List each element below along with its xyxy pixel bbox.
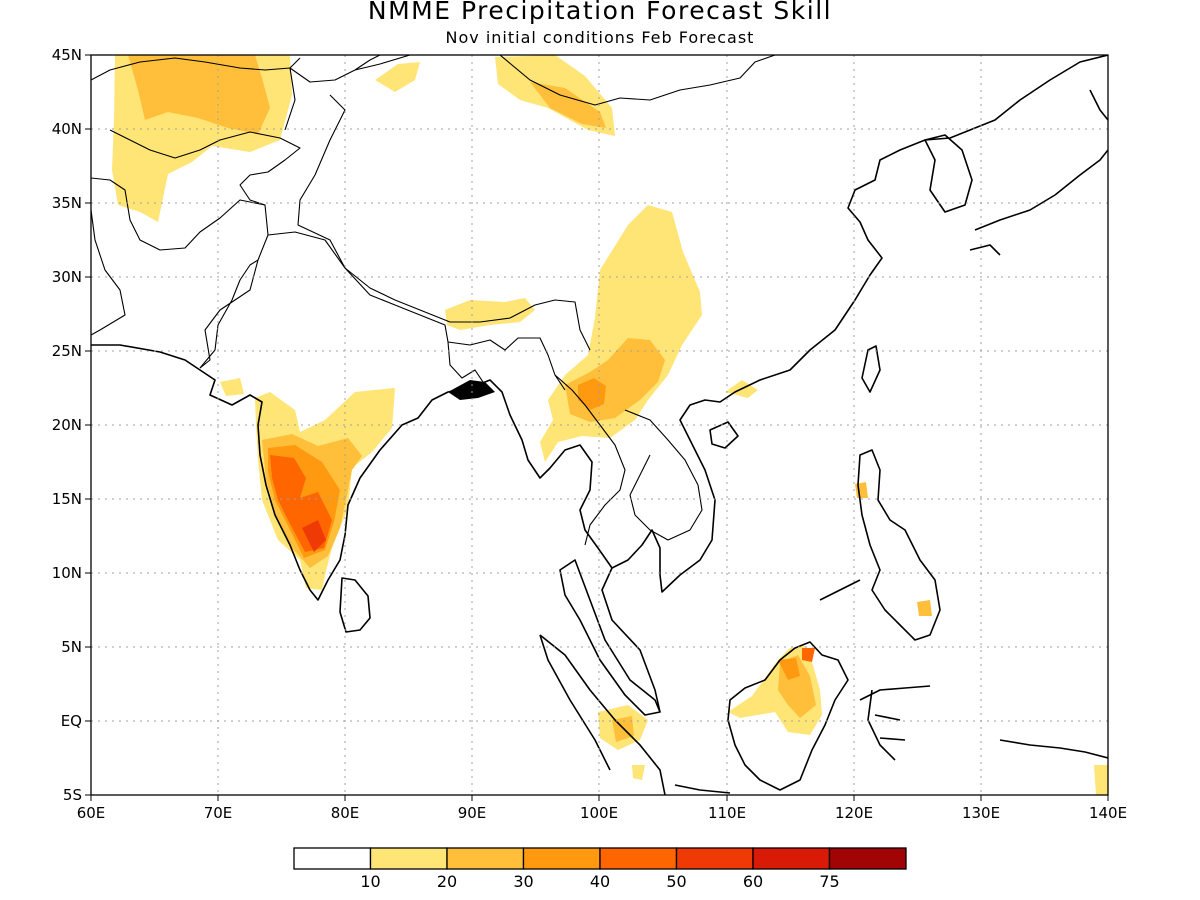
border-kazakhstan	[91, 57, 356, 131]
lon-labels: 60E 70E 80E 90E 100E 110E 120E 130E 140E	[77, 804, 1127, 822]
border-mongolia	[354, 55, 776, 106]
coastline-korea	[924, 134, 973, 213]
coastline-borneo	[727, 641, 849, 791]
colorbar-label: 10	[360, 872, 380, 891]
lon-label: 140E	[1089, 804, 1127, 822]
skill-area-gujarat	[220, 378, 244, 396]
colorbar-swatch	[293, 847, 372, 870]
border-china-west	[289, 55, 591, 351]
colorbar-swatch	[828, 847, 907, 870]
lat-label: 5N	[61, 638, 82, 656]
skill-area-java	[632, 765, 645, 780]
coastline-hainan	[709, 421, 739, 449]
lat-label: 25N	[52, 342, 82, 360]
border-myanmar-thai	[554, 374, 626, 546]
lat-label: 30N	[52, 268, 82, 286]
coastline-sulawesi	[859, 685, 931, 761]
coastline-sri-lanka	[339, 577, 371, 633]
map-title: NMME Precipitation Forecast Skill	[367, 0, 833, 25]
lon-label: 100E	[580, 804, 618, 822]
skill-area-borneo-peak	[802, 648, 815, 662]
lon-label: 70E	[204, 804, 233, 822]
colorbar-label: 75	[819, 872, 839, 891]
coastline-philippines	[819, 449, 941, 641]
coastline-sumatra	[539, 634, 666, 795]
lon-label: 110E	[708, 804, 746, 822]
coastline-new-guinea	[999, 739, 1108, 759]
coastline-japan	[969, 89, 1108, 256]
bangladesh-delta	[448, 380, 495, 400]
colorbar-swatch	[675, 847, 754, 870]
lon-label: 60E	[77, 804, 106, 822]
lon-label: 130E	[962, 804, 1000, 822]
coastline-south-asia	[91, 344, 661, 713]
lat-label: 15N	[52, 490, 82, 508]
lat-label: 35N	[52, 194, 82, 212]
tick-marks	[85, 54, 1109, 801]
colorbar-swatch	[522, 847, 601, 870]
colorbar-label: 60	[743, 872, 763, 891]
lat-label: 5S	[63, 786, 82, 804]
skill-shading	[112, 55, 1108, 795]
lon-label: 120E	[835, 804, 873, 822]
skill-area-central-asia-mid	[128, 55, 270, 134]
colorbar: 10 20 30 40 50 60 75	[293, 847, 907, 891]
border-laos-vietnam	[624, 409, 703, 541]
colorbar-label: 20	[437, 872, 457, 891]
skill-area-yunnan	[540, 205, 702, 462]
border-central-asia	[109, 129, 301, 206]
lat-label: EQ	[61, 712, 82, 730]
skill-area-mongolia-west	[375, 62, 420, 92]
colorbar-label: 30	[513, 872, 533, 891]
colorbar-label: 40	[590, 872, 610, 891]
map-subtitle: Nov initial conditions Feb Forecast	[445, 28, 755, 47]
border-pakistan	[199, 259, 259, 369]
coastline-java	[674, 784, 731, 794]
coastline-indochina	[611, 55, 1108, 593]
borders	[91, 55, 776, 546]
lat-label: 20N	[52, 416, 82, 434]
skill-area-mindanao	[917, 600, 932, 616]
lat-label: 10N	[52, 564, 82, 582]
lat-labels: 45N 40N 35N 30N 25N 20N 15N 10N 5N EQ 5S	[52, 46, 82, 804]
lat-label: 45N	[52, 46, 82, 64]
skill-area-borneo-high	[778, 658, 800, 680]
lat-label: 40N	[52, 120, 82, 138]
coastlines	[91, 55, 1108, 795]
skill-area-mongolia-mid	[530, 82, 606, 128]
lon-label: 90E	[458, 804, 487, 822]
colorbar-swatch	[752, 847, 831, 870]
lon-label: 80E	[331, 804, 360, 822]
skill-area-india-core	[302, 520, 326, 552]
coastline-malay	[559, 559, 661, 716]
colorbar-swatch	[369, 847, 448, 870]
colorbar-swatch	[599, 847, 678, 870]
border-iran	[91, 209, 126, 336]
border-afghanistan	[91, 177, 269, 369]
gridlines	[91, 55, 1108, 795]
coastline-taiwan	[861, 345, 881, 393]
skill-area-southeast	[1094, 765, 1108, 795]
colorbar-swatch	[446, 847, 525, 870]
skill-area-luzon	[855, 482, 868, 498]
colorbar-label: 50	[666, 872, 686, 891]
border-india-east	[447, 341, 486, 386]
skill-area-himalaya	[445, 298, 535, 330]
